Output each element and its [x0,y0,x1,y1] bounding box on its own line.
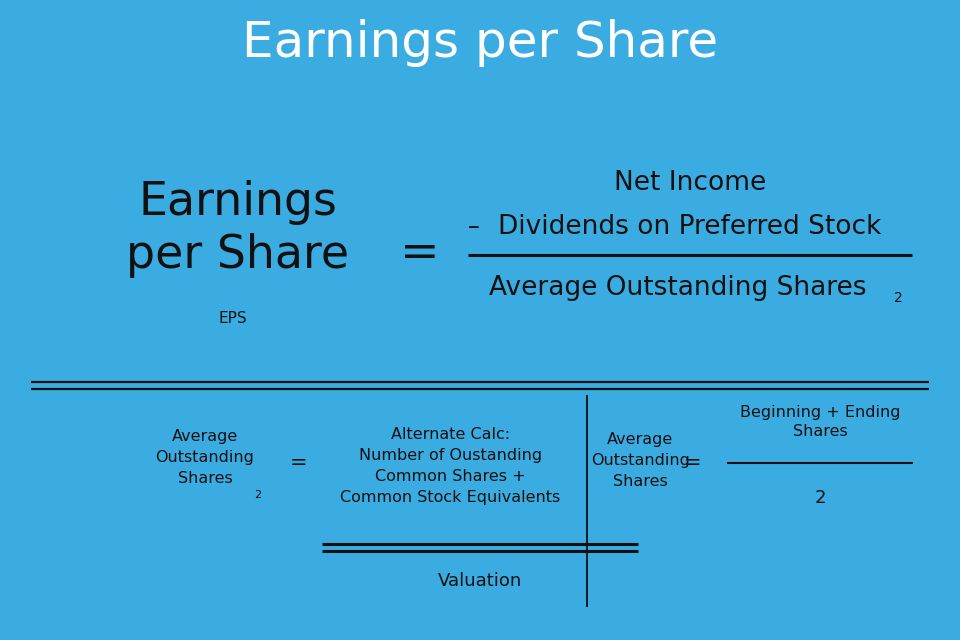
Text: =: = [290,453,307,473]
Text: Average
Outstanding
Shares: Average Outstanding Shares [590,431,689,488]
Text: =: = [399,231,440,276]
Text: Average Outstanding Shares: Average Outstanding Shares [489,275,866,301]
Text: Alternate Calc:
Number of Oustanding
Common Shares +
Common Stock Equivalents: Alternate Calc: Number of Oustanding Com… [340,426,561,504]
Text: EPS: EPS [219,311,248,326]
Text: 2: 2 [814,489,826,507]
Text: –: – [468,215,480,239]
Text: 2: 2 [254,490,261,500]
Text: Valuation: Valuation [438,572,522,590]
Text: Average
Outstanding
Shares: Average Outstanding Shares [156,429,254,486]
Text: 2: 2 [894,291,902,305]
Text: =: = [684,453,702,473]
Text: Beginning + Ending
Shares: Beginning + Ending Shares [740,404,900,440]
Text: Earnings
per Share: Earnings per Share [126,179,349,278]
Text: Earnings per Share: Earnings per Share [242,19,718,67]
Text: Net Income: Net Income [613,170,766,196]
Text: Dividends on Preferred Stock: Dividends on Preferred Stock [498,214,881,240]
